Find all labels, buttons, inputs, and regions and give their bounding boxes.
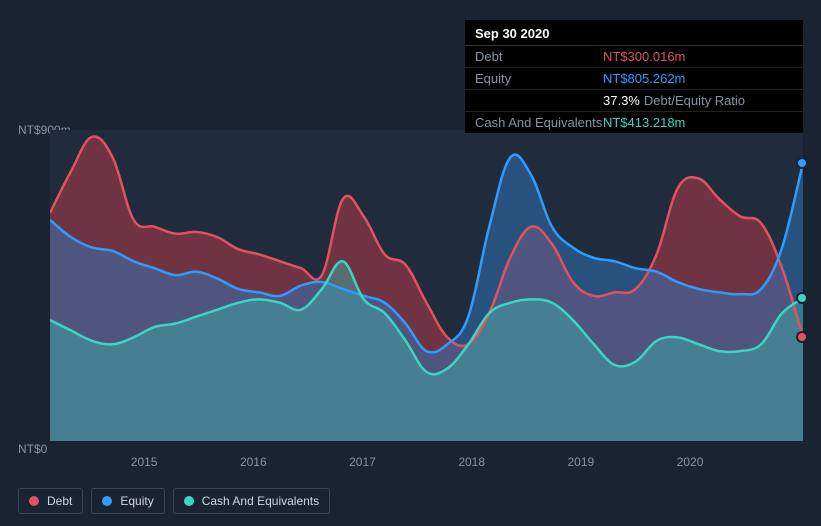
tooltip-value-debt: NT$300.016m — [603, 49, 685, 64]
ratio-suffix: Debt/Equity Ratio — [644, 93, 745, 108]
end-marker-debt — [796, 331, 808, 343]
chart-area[interactable]: NT$900m NT$0 201520162017201820192020 — [18, 110, 803, 471]
tooltip-label-cash: Cash And Equivalents — [475, 115, 603, 130]
chart-tooltip: Sep 30 2020 Debt NT$300.016m Equity NT$8… — [465, 20, 803, 133]
x-tick: 2018 — [458, 455, 485, 469]
legend-label-debt: Debt — [47, 494, 72, 508]
legend-label-equity: Equity — [120, 494, 153, 508]
x-tick: 2020 — [677, 455, 704, 469]
ratio-pct: 37.3% — [603, 93, 640, 108]
end-marker-cash — [796, 292, 808, 304]
legend-label-cash: Cash And Equivalents — [202, 494, 319, 508]
tooltip-row-ratio: 37.3% Debt/Equity Ratio — [465, 90, 803, 112]
legend-dot-cash — [184, 496, 194, 506]
tooltip-value-ratio: 37.3% Debt/Equity Ratio — [603, 93, 745, 108]
x-tick: 2019 — [568, 455, 595, 469]
chart-plot[interactable] — [50, 130, 803, 441]
tooltip-row-debt: Debt NT$300.016m — [465, 46, 803, 68]
tooltip-value-equity: NT$805.262m — [603, 71, 685, 86]
tooltip-row-cash: Cash And Equivalents NT$413.218m — [465, 112, 803, 133]
tooltip-label-debt: Debt — [475, 49, 603, 64]
chart-svg — [50, 130, 803, 441]
tooltip-label-ratio — [475, 93, 603, 108]
x-tick: 2017 — [349, 455, 376, 469]
tooltip-value-cash: NT$413.218m — [603, 115, 685, 130]
tooltip-label-equity: Equity — [475, 71, 603, 86]
tooltip-date: Sep 30 2020 — [465, 20, 803, 46]
legend-item-debt[interactable]: Debt — [18, 488, 83, 514]
legend-dot-debt — [29, 496, 39, 506]
x-tick: 2016 — [240, 455, 267, 469]
end-marker-equity — [796, 157, 808, 169]
y-axis-min-label: NT$0 — [18, 442, 47, 456]
chart-legend: Debt Equity Cash And Equivalents — [18, 488, 330, 514]
x-tick: 2015 — [131, 455, 158, 469]
legend-dot-equity — [102, 496, 112, 506]
legend-item-cash[interactable]: Cash And Equivalents — [173, 488, 330, 514]
tooltip-row-equity: Equity NT$805.262m — [465, 68, 803, 90]
legend-item-equity[interactable]: Equity — [91, 488, 164, 514]
x-axis: 2015 2016 2017 2018 2019 2020 — [50, 451, 803, 471]
